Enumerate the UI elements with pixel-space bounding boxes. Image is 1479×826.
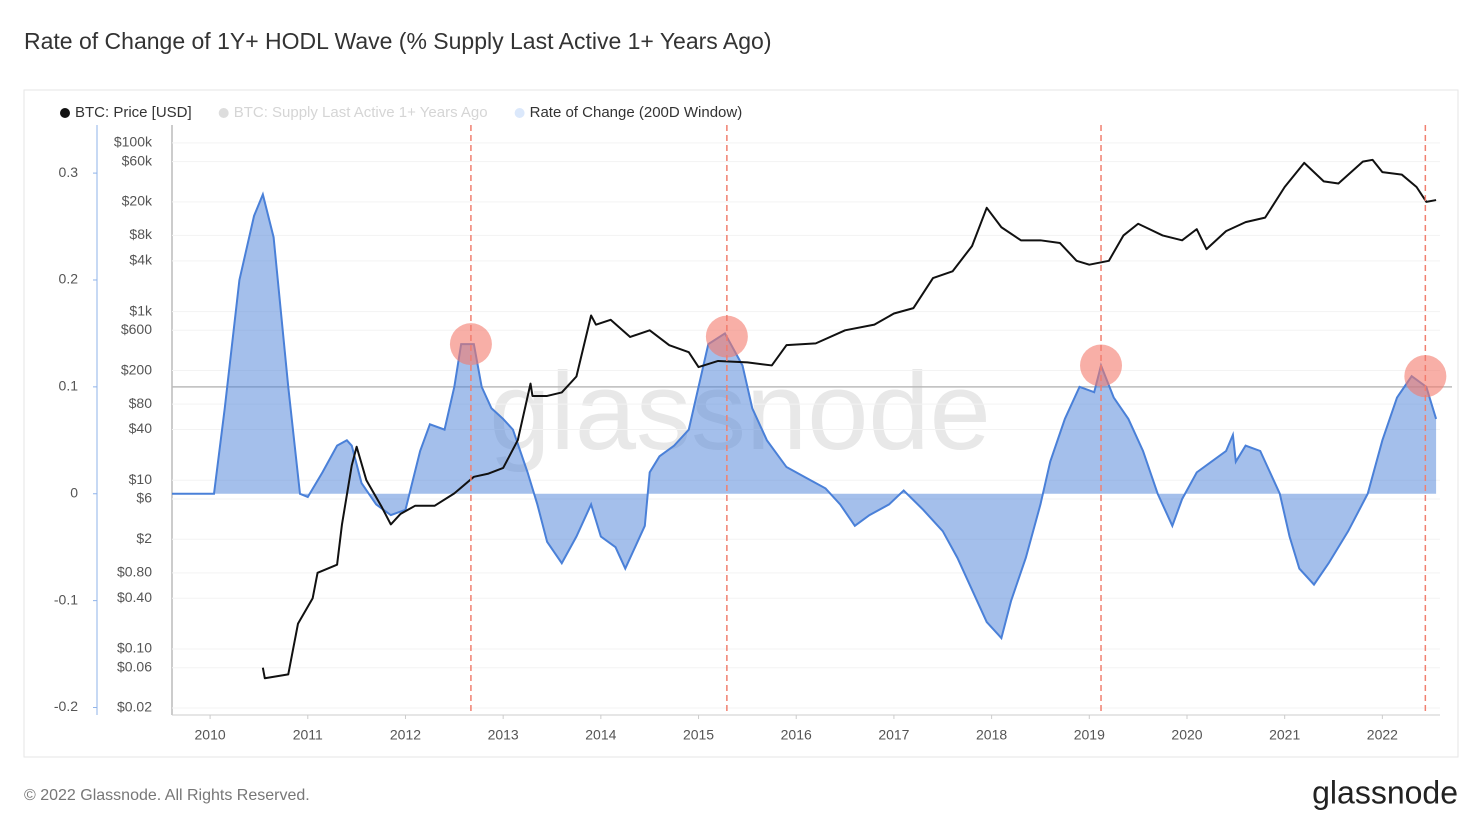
legend-marker [218, 108, 229, 118]
legend-label: BTC: Price [USD] [75, 104, 192, 121]
y-tick-label: 0.2 [59, 271, 79, 287]
legend-marker [60, 108, 70, 118]
chart-title: Rate of Change of 1Y+ HODL Wave (% Suppl… [24, 28, 772, 54]
x-tick-label: 2022 [1367, 727, 1398, 743]
y-tick-label: 0.1 [59, 378, 79, 394]
price-line [261, 158, 1437, 680]
x-tick-label: 2016 [781, 727, 812, 743]
y2-tick-label: $60k [122, 152, 153, 168]
y2-tick-label: $600 [121, 321, 152, 337]
y2-tick-label: $1k [129, 302, 153, 318]
x-tick-label: 2013 [488, 727, 519, 743]
highlight-circle [1404, 355, 1447, 398]
x-tick-label: 2015 [683, 727, 714, 743]
chart-frame [23, 89, 1459, 758]
y2-tick-label: $40 [129, 420, 153, 436]
highlight-circle [449, 323, 492, 366]
x-tick-label: 2018 [976, 727, 1007, 743]
y-tick-label: -0.1 [54, 591, 78, 607]
y2-tick-label: $0.80 [117, 564, 152, 580]
y-tick-label: -0.2 [54, 698, 78, 714]
y2-tick-label: $0.10 [117, 640, 152, 656]
copyright: © 2022 Glassnode. All Rights Reserved. [24, 787, 310, 804]
x-tick-label: 2012 [390, 727, 421, 743]
y2-tick-label: $20k [122, 193, 153, 209]
x-tick-label: 2019 [1074, 727, 1105, 743]
x-tick-label: 2020 [1171, 727, 1202, 743]
logo: glassnode [1312, 774, 1458, 810]
y2-tick-label: $100k [114, 134, 153, 150]
x-tick-label: 2011 [293, 727, 323, 743]
y2-tick-label: $10 [129, 471, 153, 487]
x-tick-label: 2010 [195, 727, 226, 743]
y2-tick-label: $0.06 [117, 658, 152, 674]
y2-tick-label: $200 [121, 361, 152, 377]
y2-tick-label: $80 [129, 395, 153, 411]
x-tick-label: 2014 [585, 727, 616, 743]
legend-label: BTC: Supply Last Active 1+ Years Ago [234, 104, 488, 121]
area-line [172, 191, 1438, 641]
y2-tick-label: $0.02 [117, 699, 152, 715]
y2-tick-label: $6 [136, 490, 152, 506]
y2-tick-label: $2 [136, 530, 152, 546]
y2-tick-label: $0.40 [117, 589, 152, 605]
y2-tick-label: $8k [129, 226, 153, 242]
legend-marker [514, 108, 525, 118]
y2-tick-label: $4k [129, 252, 153, 268]
x-tick-label: 2017 [878, 727, 909, 743]
highlight-circle [1080, 344, 1123, 387]
x-tick-label: 2021 [1269, 727, 1300, 743]
legend-label: Rate of Change (200D Window) [530, 104, 743, 121]
y-tick-label: 0.3 [59, 164, 79, 180]
highlight-circle [705, 315, 748, 358]
y-tick-label: 0 [70, 484, 78, 500]
